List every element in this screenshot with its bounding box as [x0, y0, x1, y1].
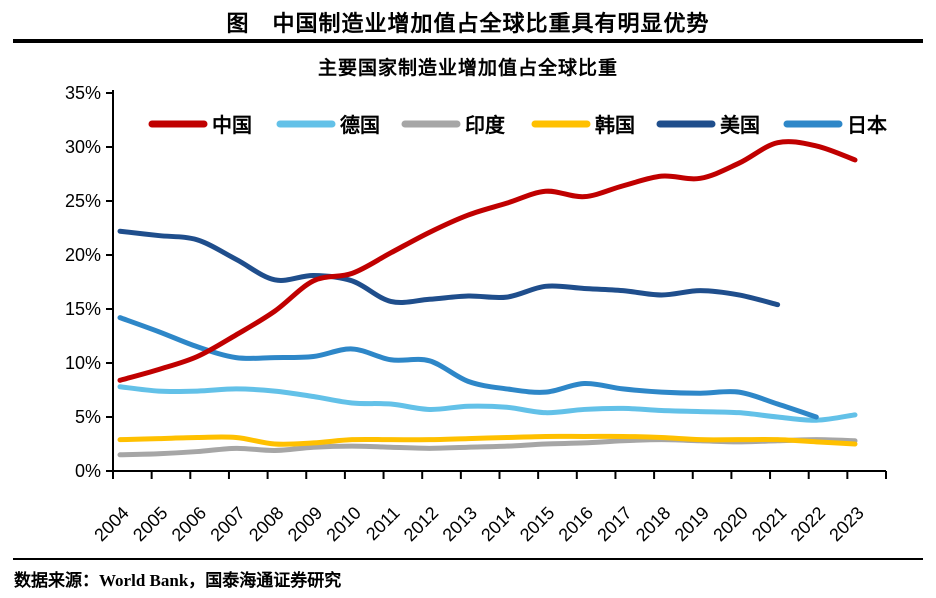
chart-title: 主要国家制造业增加值占全球比重	[317, 58, 618, 79]
x-tick-label: 2012	[400, 503, 442, 545]
x-tick-label: 2013	[439, 503, 481, 545]
x-tick-label: 2023	[825, 503, 867, 545]
x-tick-label: 2016	[555, 503, 597, 545]
legend-item-2: 德国	[276, 113, 380, 137]
x-tick-label: 2011	[362, 503, 404, 545]
y-tick-label: 35%	[65, 83, 101, 103]
y-tick-label: 25%	[65, 191, 101, 211]
y-tick-label: 30%	[65, 137, 101, 157]
series-line-4	[117, 433, 858, 447]
x-tick-label: 2006	[168, 503, 210, 545]
x-tick-label: 2020	[709, 503, 751, 545]
legend-label: 韩国	[595, 113, 635, 137]
legend-label: 中国	[212, 113, 252, 137]
y-tick-label: 10%	[65, 353, 101, 373]
legend-label: 印度	[465, 113, 506, 137]
x-tick-label: 2005	[129, 503, 171, 545]
page-title: 图 中国制造业增加值占全球比重具有明显优势	[226, 11, 710, 36]
legend-item-6: 日本	[783, 114, 887, 137]
legend-item-5: 美国	[656, 113, 760, 137]
x-tick-label: 2015	[516, 503, 558, 545]
footer-divider	[13, 558, 923, 560]
x-tick-label: 2008	[245, 503, 287, 545]
y-tick-label: 5%	[75, 407, 101, 427]
x-tick-label: 2017	[593, 503, 635, 545]
legend-item-1: 中国	[148, 113, 252, 137]
series-line-2	[117, 384, 858, 423]
x-tick-label: 2004	[90, 503, 132, 545]
legend-label: 德国	[340, 113, 380, 137]
x-tick-label: 2019	[671, 503, 713, 545]
header-divider	[13, 39, 923, 43]
x-tick-label: 2010	[322, 503, 364, 545]
y-tick-label: 0%	[75, 461, 101, 481]
x-tick-label: 2007	[206, 503, 248, 545]
series-line-5	[117, 228, 781, 308]
y-tick-label: 15%	[65, 299, 101, 319]
data-source: 数据来源：World Bank，国泰海通证券研究	[14, 571, 342, 590]
series-line-1	[117, 139, 858, 383]
x-tick-label: 2018	[632, 503, 674, 545]
series-line-6	[117, 315, 819, 420]
x-tick-label: 2009	[284, 503, 326, 545]
x-tick-label: 2022	[787, 503, 829, 545]
legend-item-3: 印度	[401, 113, 506, 137]
legend-label: 日本	[847, 114, 887, 137]
legend-item-4: 韩国	[531, 113, 635, 137]
x-tick-label: 2021	[748, 503, 790, 545]
legend-label: 美国	[720, 113, 760, 137]
y-tick-label: 20%	[65, 245, 101, 265]
x-tick-label: 2014	[477, 503, 519, 545]
